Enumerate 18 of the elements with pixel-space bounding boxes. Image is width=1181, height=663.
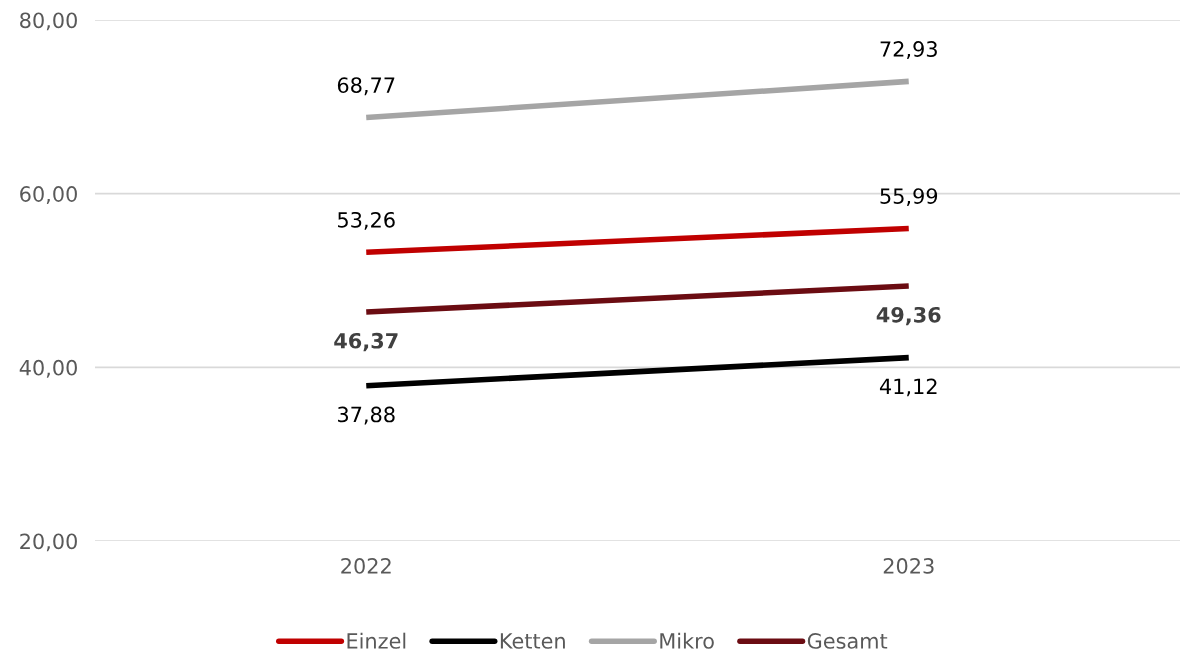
- y-tick-label: 80,00: [20, 12, 77, 31]
- x-tick-label: 2022: [341, 558, 391, 574]
- y-tick-label: 60,00: [20, 186, 77, 204]
- y-tick-label: 40,00: [19, 359, 77, 378]
- legend-label: Mikro: [660, 632, 714, 649]
- x-tick-label: 2023: [883, 558, 934, 574]
- data-label: 72,93: [880, 41, 937, 60]
- legend-label: Einzel: [347, 632, 406, 649]
- y-tick-label: 20,00: [20, 533, 77, 552]
- legend-label: Gesamt: [807, 633, 888, 649]
- data-label: 49,36: [876, 306, 941, 326]
- data-label: 46,37: [334, 332, 398, 352]
- data-label: 53,26: [338, 211, 395, 230]
- legend-label: Ketten: [500, 633, 565, 649]
- data-label: 55,99: [880, 188, 938, 207]
- data-label: 41,12: [879, 378, 937, 397]
- data-label: 37,88: [338, 406, 395, 425]
- data-label: 68,77: [337, 77, 395, 96]
